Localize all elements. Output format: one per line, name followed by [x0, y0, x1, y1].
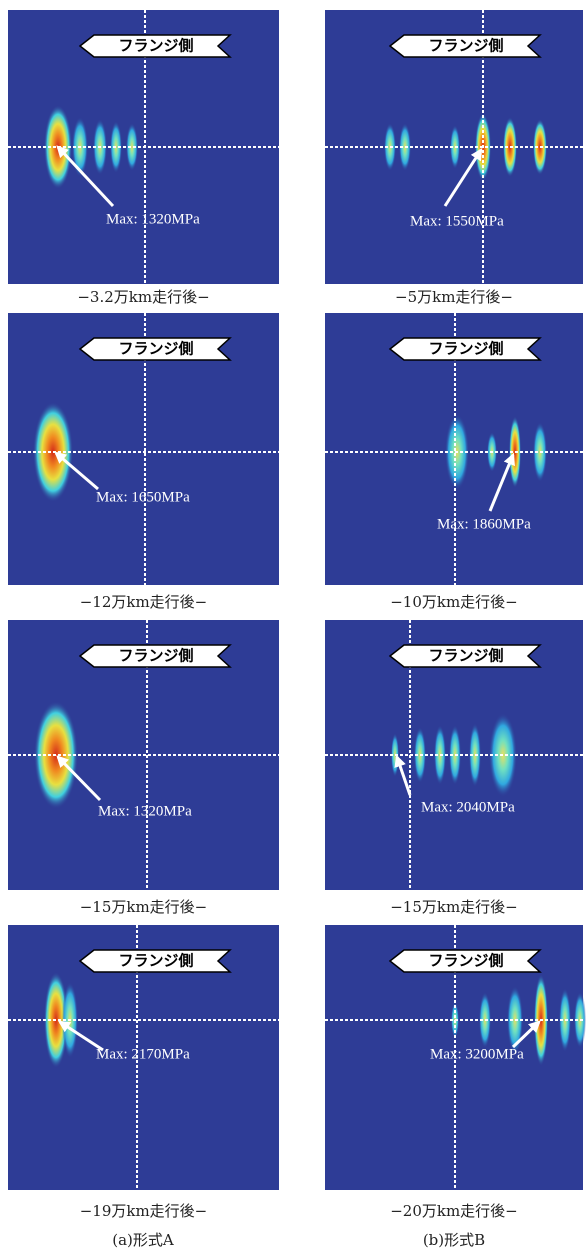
flange-label: フランジ側 [428, 647, 503, 665]
stress-panel: フランジ側 Max: 1320MPa [8, 10, 279, 284]
max-label: Max: 1860MPa [437, 516, 531, 532]
stress-blob [126, 123, 138, 171]
flange-label: フランジ側 [428, 952, 503, 970]
flange-label: フランジ側 [118, 37, 193, 55]
stress-panel: フランジ側 Max: 1550MPa [325, 10, 583, 284]
column-caption: (b)形式B [423, 1231, 485, 1249]
stress-panel: フランジ側 Max: 1860MPa [325, 313, 583, 585]
stress-panel: フランジ側 Max: 1650MPa [8, 313, 279, 585]
flange-label: フランジ側 [428, 37, 503, 55]
page: {"panels": [ {"flange_label": "フランジ側", "… [0, 0, 587, 1256]
panel-caption: −15万km走行後− [390, 898, 518, 916]
stress-panel: フランジ側 Max: 2170MPa [8, 925, 279, 1190]
max-label: Max: 2170MPa [96, 1046, 190, 1062]
stress-panel: フランジ側 Max: 1320MPa [8, 620, 279, 890]
flange-label: フランジ側 [118, 647, 193, 665]
panel-caption: −20万km走行後− [390, 1202, 518, 1220]
max-label: Max: 1320MPa [98, 803, 192, 819]
stress-panel: フランジ側 Max: 3200MPa [325, 925, 586, 1190]
max-label: Max: 3200MPa [430, 1046, 524, 1062]
panel-caption: −12万km走行後− [80, 593, 208, 611]
panel-caption: −15万km走行後− [80, 898, 208, 916]
column-caption: (a)形式A [112, 1231, 174, 1249]
max-label: Max: 2040MPa [421, 799, 515, 815]
stress-panel: フランジ側 Max: 2040MPa [325, 620, 583, 890]
max-label: Max: 1650MPa [96, 489, 190, 505]
figure: (a)形式A (b)形式B フランジ側 Max: 1320MPa −3.2万km走行… [0, 0, 587, 1256]
panel-caption: −10万km走行後− [390, 593, 518, 611]
max-label: Max: 1320MPa [106, 211, 200, 227]
flange-label: フランジ側 [118, 952, 193, 970]
flange-label: フランジ側 [118, 340, 193, 358]
max-label: Max: 1550MPa [410, 213, 504, 229]
panel-caption: −5万km走行後− [395, 288, 513, 306]
flange-label: フランジ側 [428, 340, 503, 358]
panel-caption: −19万km走行後− [80, 1202, 208, 1220]
panel-caption: −3.2万km走行後− [77, 288, 209, 306]
